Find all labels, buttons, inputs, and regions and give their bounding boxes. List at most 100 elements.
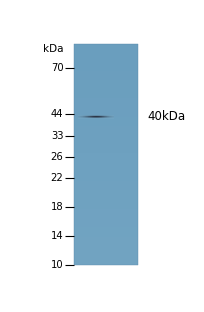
Bar (73, 173, 137, 174)
Bar (73, 103, 137, 104)
Bar (73, 215, 137, 216)
Bar (73, 172, 137, 173)
Bar (73, 62, 137, 63)
Text: 18: 18 (50, 202, 63, 212)
Bar (73, 46, 137, 47)
Bar (73, 224, 137, 225)
Bar (73, 232, 137, 233)
Bar (73, 202, 137, 203)
Bar (73, 249, 137, 250)
Bar (73, 71, 137, 72)
Bar (73, 231, 137, 232)
Bar (73, 164, 137, 165)
Bar (73, 59, 137, 60)
Bar (73, 70, 137, 71)
Bar (73, 256, 137, 257)
Bar (73, 98, 137, 99)
Bar (73, 123, 137, 124)
Bar (73, 76, 137, 77)
Bar (73, 80, 137, 81)
Bar (73, 72, 137, 73)
Bar (73, 128, 137, 129)
Bar (73, 95, 137, 96)
Bar (73, 222, 137, 223)
Text: 14: 14 (50, 231, 63, 241)
Bar (73, 137, 137, 138)
Bar (73, 136, 137, 137)
Bar (73, 195, 137, 196)
Bar (73, 180, 137, 181)
Bar (73, 207, 137, 208)
Bar (73, 112, 137, 113)
Bar (73, 204, 137, 205)
Bar (73, 240, 137, 241)
Bar (73, 233, 137, 234)
Text: 44: 44 (51, 110, 63, 119)
Bar (73, 250, 137, 251)
Bar (73, 127, 137, 128)
Bar (73, 178, 137, 179)
Bar (73, 44, 137, 45)
Bar (73, 97, 137, 98)
Bar (73, 66, 137, 67)
Bar (73, 69, 137, 70)
Text: 70: 70 (50, 63, 63, 73)
Bar (73, 262, 137, 263)
Bar (73, 114, 137, 115)
Bar (73, 208, 137, 209)
Text: 22: 22 (50, 173, 63, 183)
Bar (73, 150, 137, 151)
Bar (73, 193, 137, 194)
Bar (73, 74, 137, 75)
Bar (73, 197, 137, 198)
Bar (73, 139, 137, 140)
Bar (73, 120, 137, 121)
Bar (73, 158, 137, 159)
Bar (73, 212, 137, 213)
Bar (73, 154, 137, 155)
Bar (73, 162, 137, 163)
Bar (73, 104, 137, 105)
Bar (73, 147, 137, 148)
Bar (73, 141, 137, 142)
Bar (73, 45, 137, 46)
Bar (73, 259, 137, 260)
Bar (73, 253, 137, 254)
Bar (73, 132, 137, 133)
Bar (73, 244, 137, 245)
Bar (73, 209, 137, 210)
Bar (73, 101, 137, 102)
Bar (73, 75, 137, 76)
Bar (73, 91, 137, 92)
Bar (73, 189, 137, 190)
Bar (73, 57, 137, 58)
Bar (73, 108, 137, 109)
Bar (73, 165, 137, 166)
Bar (73, 140, 137, 141)
Bar (73, 96, 137, 97)
Bar (73, 86, 137, 87)
Bar (73, 100, 137, 101)
Bar (73, 156, 137, 157)
Bar (73, 131, 137, 132)
Bar (73, 63, 137, 64)
Bar (73, 106, 137, 107)
Bar (73, 85, 137, 86)
Bar (73, 58, 137, 59)
Bar (73, 186, 137, 187)
Bar (73, 93, 137, 94)
Bar (73, 118, 137, 119)
Bar (73, 214, 137, 215)
Bar (73, 161, 137, 162)
Bar (73, 239, 137, 240)
Bar (73, 194, 137, 195)
Bar (73, 258, 137, 259)
Bar (73, 183, 137, 184)
Bar (73, 181, 137, 182)
Bar (73, 111, 137, 112)
Bar (73, 190, 137, 191)
Bar (73, 241, 137, 242)
Bar (73, 53, 137, 54)
Bar (73, 142, 137, 143)
Bar (73, 213, 137, 214)
